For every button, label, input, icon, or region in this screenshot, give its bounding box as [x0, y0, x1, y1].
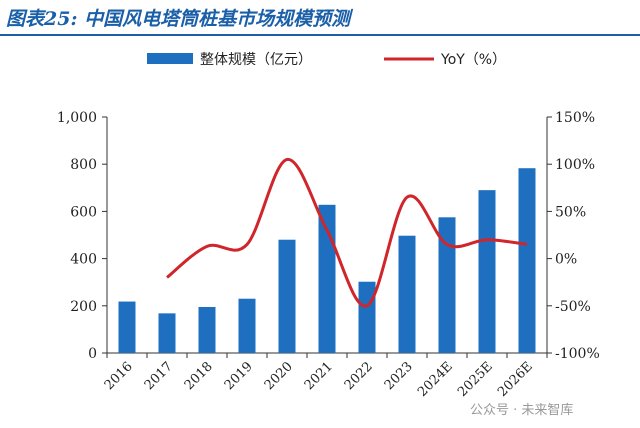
yoy-line: [166, 157, 528, 308]
left-tick-label: 600: [70, 204, 97, 220]
yoy-line-series: [166, 157, 528, 308]
x-tick-label-2022: 2022: [342, 359, 376, 393]
right-tick-label: 50%: [555, 204, 586, 220]
legend-label-line: YoY（%）: [440, 52, 506, 68]
bar-2018: [198, 306, 216, 353]
x-tick-label-2017: 2017: [142, 359, 176, 393]
right-tick-label: 150%: [555, 110, 595, 126]
x-tick-label-2025E: 2025E: [455, 359, 496, 400]
legend-swatch-bar: [147, 53, 193, 64]
x-tick-label-2016: 2016: [102, 359, 136, 393]
axes: 0 200 400 600 800 1,000 -100% -50% 0% 50% 100% 150%: [57, 110, 600, 362]
x-tick-label-2023: 2023: [382, 359, 416, 393]
bar-2016: [118, 301, 136, 353]
bar-2017: [158, 313, 176, 353]
bar-2021: [318, 204, 336, 353]
legend: 整体规模（亿元） YoY（%）: [147, 52, 506, 68]
x-axis-ticks: 2016 2017 2018 2019 2020 2021 2022 2023 2024E 202…: [102, 353, 548, 400]
legend-label-bar: 整体规模（亿元）: [200, 52, 312, 68]
x-tick-label-2024E: 2024E: [415, 359, 456, 400]
right-tick-label: 100%: [555, 157, 595, 173]
right-tick-label: 0%: [555, 252, 577, 268]
x-tick-label-2018: 2018: [182, 359, 216, 393]
bar-2025E: [478, 190, 496, 353]
x-tick-label-2019: 2019: [222, 359, 256, 393]
left-tick-label: 200: [70, 299, 97, 315]
figure-title: 中国风电塔筒桩基市场规模预测: [84, 8, 351, 30]
right-tick-label: -50%: [555, 299, 591, 315]
figure-label: 图表25:: [6, 8, 78, 30]
bar-2022: [358, 281, 376, 353]
bar-series: [118, 168, 536, 353]
bar-2023: [398, 235, 416, 353]
x-tick-label-2020: 2020: [262, 359, 296, 393]
left-tick-label: 800: [70, 157, 97, 173]
left-tick-label: 400: [70, 252, 97, 268]
left-tick-label: 0: [88, 346, 97, 362]
right-tick-label: -100%: [555, 346, 600, 362]
bar-2020: [278, 239, 296, 353]
watermark-text: 公众号 · 未来智库: [470, 402, 573, 418]
x-tick-label-2021: 2021: [302, 359, 336, 393]
x-tick-label-2026E: 2026E: [495, 359, 536, 400]
title-divider: [0, 34, 640, 36]
bar-2026E: [518, 168, 536, 353]
bar-2024E: [438, 217, 456, 353]
bar-2019: [238, 298, 256, 353]
left-tick-label: 1,000: [57, 110, 97, 126]
chart-title: 图表25: 中国风电塔筒桩基市场规模预测: [6, 4, 350, 31]
